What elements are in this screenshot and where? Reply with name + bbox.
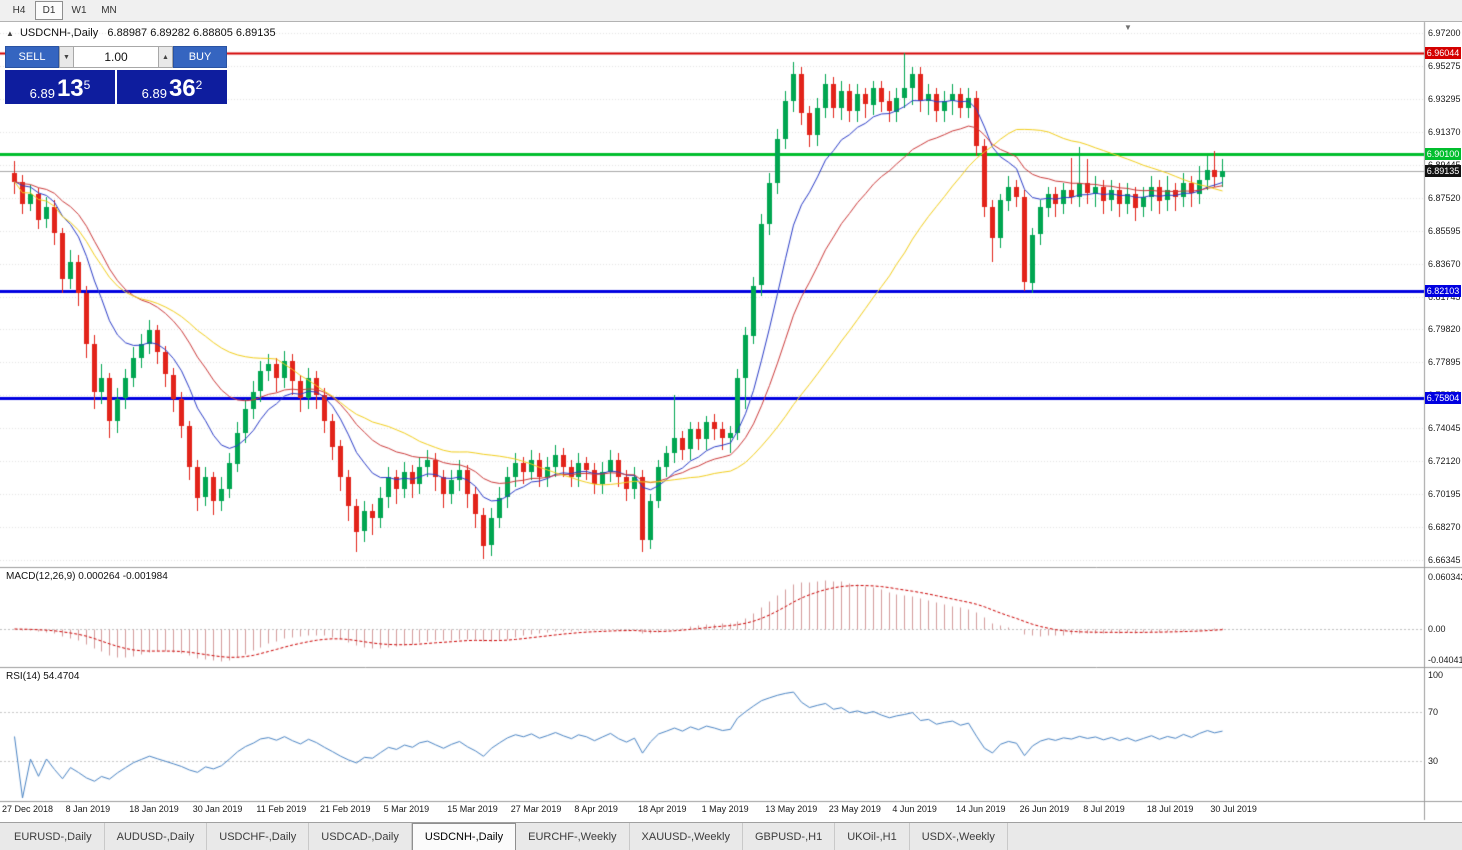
macd-axis-label: 0.00 — [1428, 624, 1446, 634]
price-axis-label: 6.77895 — [1428, 357, 1461, 368]
price-axis-label: 6.74045 — [1428, 423, 1461, 434]
timeframe-button-w1[interactable]: W1 — [65, 1, 93, 20]
symbol-tab-gbpusd[interactable]: GBPUSD-,H1 — [743, 823, 836, 850]
date-axis-label: 21 Feb 2019 — [320, 804, 371, 814]
date-axis-label: 5 Mar 2019 — [383, 804, 430, 814]
buy-button[interactable]: BUY — [173, 46, 227, 68]
date-axis-label: 27 Mar 2019 — [510, 804, 562, 814]
price-axis-label: 6.89445 — [1428, 160, 1461, 170]
date-axis-label: 23 May 2019 — [828, 804, 881, 814]
sell-button[interactable]: SELL — [5, 46, 59, 68]
resistance-price-tag: 6.96044 — [1425, 47, 1461, 59]
price-axis-label: 6.83670 — [1428, 258, 1461, 269]
symbol-tab-usdchf[interactable]: USDCHF-,Daily — [207, 823, 310, 850]
price-axis-label: 6.91370 — [1428, 126, 1461, 137]
symbol-tab-ukoil[interactable]: UKOil-,H1 — [835, 823, 910, 850]
symbol-tab-audusd[interactable]: AUDUSD-,Daily — [105, 823, 208, 850]
sell-price-sup: 5 — [83, 78, 91, 92]
price-axis-label: 6.70195 — [1428, 489, 1461, 500]
buy-price-big: 36 — [168, 75, 196, 102]
rsi-axis-label: 30 — [1428, 756, 1439, 766]
symbol-tab-eurusd[interactable]: EURUSD-,Daily — [2, 823, 105, 850]
sell-price-big: 13 — [56, 75, 84, 102]
timeframe-button-d1[interactable]: D1 — [35, 1, 63, 20]
macd-axis-label: -0.040415 — [1428, 655, 1462, 665]
price-axis-label: 6.87520 — [1428, 192, 1461, 203]
date-axis-label: 14 Jun 2019 — [956, 804, 1006, 814]
date-axis-label: 13 May 2019 — [765, 804, 818, 814]
symbol-tab-usdx[interactable]: USDX-,Weekly — [910, 823, 1008, 850]
sell-price-small: 6.89 — [29, 86, 55, 101]
date-axis-label: 4 Jun 2019 — [892, 804, 937, 814]
date-axis-label: 15 Mar 2019 — [447, 804, 498, 814]
symbol-tab-usdcnh[interactable]: USDCNH-,Daily — [411, 823, 517, 850]
price-axis-label: 6.72120 — [1428, 456, 1461, 467]
date-axis-label: 1 May 2019 — [701, 804, 749, 814]
price-axis-label: 6.85595 — [1428, 225, 1461, 236]
date-axis-label: 30 Jan 2019 — [192, 804, 243, 814]
macd-axis-label: 0.060342 — [1428, 572, 1462, 582]
collapse-icon[interactable]: ▲ — [6, 29, 14, 38]
buy-price-sup: 2 — [195, 78, 203, 92]
chart-ohlc-values: 6.88987 6.89282 6.88805 6.89135 — [107, 27, 276, 39]
chart-header: ▲ USDCNH-,Daily 6.88987 6.89282 6.88805 … — [6, 27, 276, 39]
rsi-indicator-label: RSI(14) 54.4704 — [6, 671, 80, 682]
date-axis-label: 26 Jun 2019 — [1019, 804, 1070, 814]
support-upper-price-tag: 6.82103 — [1425, 285, 1461, 297]
timeframe-button-mn[interactable]: MN — [95, 1, 123, 20]
date-axis-label: 18 Jan 2019 — [129, 804, 179, 814]
date-axis-label: 8 Jan 2019 — [65, 804, 111, 814]
price-axis-label: 6.93295 — [1428, 93, 1461, 104]
date-axis-label: 18 Jul 2019 — [1146, 804, 1194, 814]
chart-tab-bar: EURUSD-,Daily AUDUSD-,Daily USDCHF-,Daily U… — [0, 822, 1462, 850]
date-axis-label: 30 Jul 2019 — [1210, 804, 1257, 814]
buy-price-box[interactable]: 6.89 36 2 — [117, 70, 227, 104]
chart-symbol-title: USDCNH-,Daily — [19, 27, 99, 39]
date-axis-label: 8 Jul 2019 — [1083, 804, 1125, 814]
price-axis-label: 6.66345 — [1428, 555, 1461, 565]
one-click-trade-panel: SELL ▼ ▲ BUY 6.89 13 5 6.89 36 2 — [5, 46, 229, 104]
price-axis-label: 6.68270 — [1428, 522, 1461, 533]
macd-indicator-label: MACD(12,26,9) 0.000264 -0.001984 — [6, 571, 168, 582]
chart-shift-icon[interactable]: ▼ — [1124, 23, 1132, 32]
price-axis-label: 6.95275 — [1428, 60, 1461, 71]
current-price-tag: 6.89135 — [1425, 165, 1461, 177]
symbol-tab-xauusd[interactable]: XAUUSD-,Weekly — [630, 823, 743, 850]
timeframe-button-h4[interactable]: H4 — [5, 1, 33, 20]
volume-input[interactable] — [74, 46, 158, 68]
price-axis-label: 6.97200 — [1428, 28, 1461, 38]
symbol-tab-usdcad[interactable]: USDCAD-,Daily — [309, 823, 412, 850]
timeframe-toolbar: H4 D1 W1 MN — [0, 0, 1462, 22]
volume-increase-button[interactable]: ▲ — [158, 46, 173, 68]
rsi-axis-label: 70 — [1428, 707, 1439, 717]
date-axis-label: 27 Dec 2018 — [2, 804, 54, 814]
price-axis-label: 6.79820 — [1428, 324, 1461, 335]
symbol-tab-eurchf[interactable]: EURCHF-,Weekly — [516, 823, 630, 850]
date-axis-label: 18 Apr 2019 — [638, 804, 687, 814]
date-axis-label: 11 Feb 2019 — [256, 804, 307, 814]
rsi-axis-label: 100 — [1428, 670, 1444, 680]
sell-price-box[interactable]: 6.89 13 5 — [5, 70, 115, 104]
support-lower-price-tag: 6.75804 — [1425, 392, 1461, 404]
buy-price-small: 6.89 — [141, 86, 167, 101]
date-axis-label: 8 Apr 2019 — [574, 804, 618, 814]
volume-decrease-button[interactable]: ▼ — [59, 46, 74, 68]
green-level-price-tag: 6.90100 — [1425, 148, 1461, 160]
